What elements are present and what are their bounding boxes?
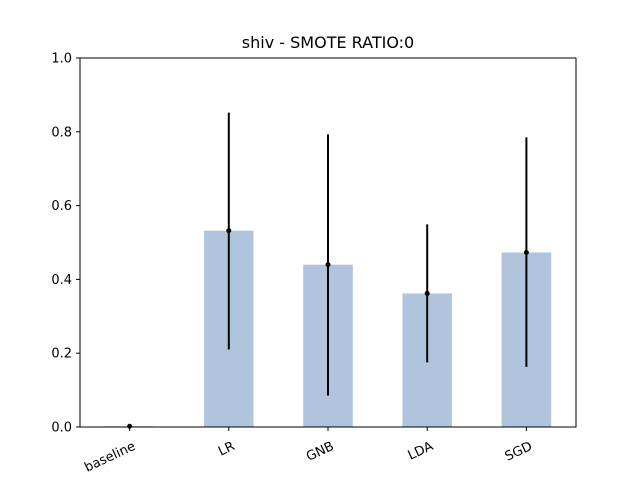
- mean-point-lda: [424, 290, 430, 296]
- y-tick-label: 0.4: [51, 273, 72, 288]
- mean-point-baseline: [127, 423, 133, 429]
- error-bars-layer: [127, 112, 529, 429]
- chart-title: shiv - SMOTE RATIO:0: [242, 33, 414, 52]
- mean-point-lr: [226, 228, 232, 234]
- x-tick-label-lr: LR: [216, 439, 237, 459]
- plot-area-frame: [79, 57, 577, 428]
- y-tick-label: 0.8: [51, 125, 72, 140]
- mean-point-gnb: [325, 262, 331, 268]
- y-tick-label: 0.2: [51, 347, 72, 362]
- y-tick-label: 1.0: [51, 52, 72, 67]
- mean-point-sgd: [523, 249, 529, 255]
- y-tick-label: 0.6: [51, 199, 72, 214]
- y-axis: 0.0 0.2 0.4 0.6 0.8 1.0: [51, 52, 80, 436]
- y-tick-label: 0.0: [51, 421, 72, 436]
